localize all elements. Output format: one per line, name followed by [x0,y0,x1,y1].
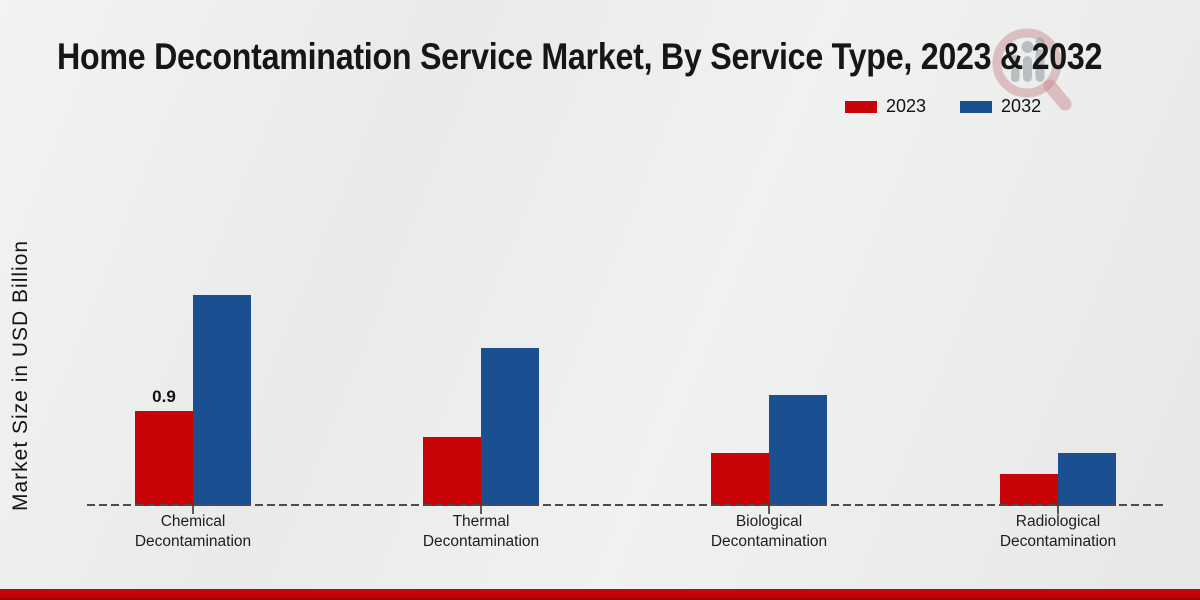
legend-label-2032: 2032 [1001,96,1042,116]
bar-2023-thermal [423,437,481,506]
bar-2032-thermal [481,348,539,506]
bar-2032-biological [769,395,827,506]
x-axis-tick-radiological [1057,506,1059,514]
footer-accent-bar [0,589,1200,600]
bar-2023-chemical [135,411,193,506]
bar-value-label-2023-chemical: 0.9 [152,387,176,406]
bar-2023-biological [711,453,769,506]
legend-item-2032: 2032 [960,96,1041,117]
category-label-chemical: Chemical Decontamination [134,513,252,550]
x-axis-tick-thermal [480,506,482,514]
category-label-biological: Biological Decontamination [710,513,828,550]
chart-title: Home Decontamination Service Market, By … [57,36,1103,77]
legend-swatch-2023 [845,100,877,113]
category-label-radiological: Radiological Decontamination [999,513,1117,550]
legend-item-2023: 2023 [845,96,926,117]
x-axis-tick-biological [768,506,770,514]
legend-swatch-2032 [960,100,993,113]
bar-2032-chemical [193,295,251,506]
legend: 2023 2032 [845,96,1041,117]
bar-2032-radiological [1058,453,1116,506]
x-axis-tick-chemical [192,506,194,514]
legend-label-2023: 2023 [886,96,927,116]
bar-2023-radiological [1000,474,1058,506]
category-label-thermal: Thermal Decontamination [422,513,540,550]
x-axis-baseline [87,504,1163,507]
y-axis-label: Market Size in USD Billion [9,239,32,511]
